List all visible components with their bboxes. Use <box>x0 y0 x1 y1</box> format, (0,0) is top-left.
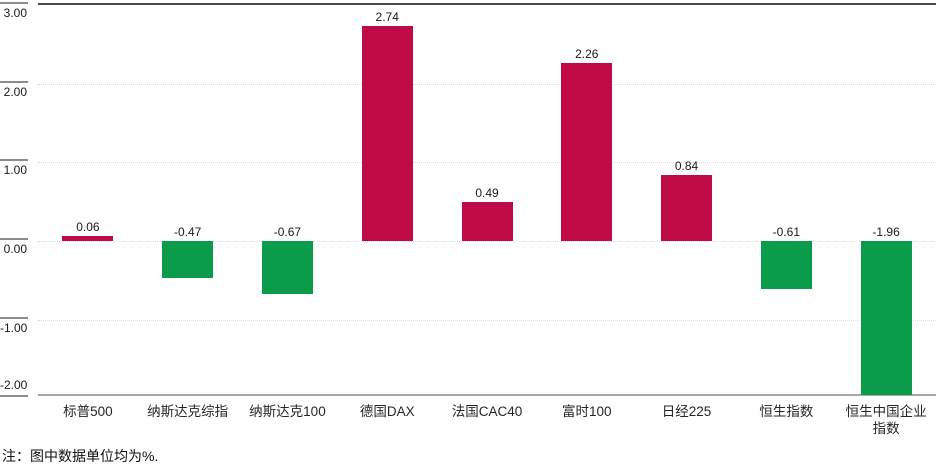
category-label-富时100: 富时100 <box>562 404 612 419</box>
category-label-恒生指数: 恒生指数 <box>759 404 814 419</box>
bar-value-label: 2.26 <box>575 47 599 62</box>
bar-纳斯达克综指 <box>162 241 214 278</box>
y-axis-tick <box>0 238 28 240</box>
bar-value-label: -0.47 <box>173 225 202 239</box>
gridline <box>38 162 936 164</box>
chart-footnote: 注：图中数据单位均为%. <box>2 448 159 464</box>
category-label-德国DAX: 德国DAX <box>359 404 415 419</box>
bar-value-label: -1.96 <box>872 225 900 239</box>
bar-标普500 <box>62 236 114 241</box>
category-label-标普500: 标普500 <box>63 404 113 419</box>
bar-法国CAC40 <box>461 202 513 241</box>
y-axis-tick <box>0 80 28 83</box>
plot-area: 0.06 -0.47 -0.67 2.74 0.49 2.26 0.84 -0.61 -1.96 <box>38 3 936 396</box>
bar-德国DAX <box>361 25 413 241</box>
bar-value-label: 0.84 <box>674 158 699 173</box>
gridline <box>38 241 936 242</box>
bar-value-label: 0.49 <box>475 186 499 201</box>
category-label-法国CAC40: 法国CAC40 <box>451 404 523 419</box>
bar-富时100 <box>561 63 613 241</box>
y-axis-tick <box>0 395 28 398</box>
category-label-纳斯达克100: 纳斯达克100 <box>249 404 326 419</box>
y-axis-tick <box>0 2 28 5</box>
bar-value-label: -0.61 <box>772 225 800 239</box>
bar-日经225 <box>661 174 713 241</box>
category-label-日经225: 日经225 <box>661 404 712 419</box>
gridline <box>38 319 936 321</box>
y-axis-tick-label: -2.00 <box>0 378 28 393</box>
bar-value-label: -0.67 <box>273 225 302 239</box>
bar-value-label: 0.06 <box>76 220 100 235</box>
bar-恒生中国企业指数 <box>860 241 912 396</box>
y-axis-tick-label: 0.00 <box>3 242 27 256</box>
y-axis-tick <box>0 159 28 162</box>
gridline <box>38 83 936 85</box>
bar-value-label: 2.74 <box>375 9 399 24</box>
y-axis-tick-label: -1.00 <box>0 320 28 335</box>
category-label-纳斯达克综指: 纳斯达克综指 <box>147 404 229 419</box>
y-axis-tick-label: 3.00 <box>3 6 27 21</box>
y-axis-tick-label: 1.00 <box>3 163 27 178</box>
y-axis-tick-label: 2.00 <box>3 84 27 99</box>
category-label-恒生中国企业指数: 恒生中国企业指数 <box>845 404 927 436</box>
bar-纳斯达克100 <box>261 241 313 294</box>
y-axis-tick <box>0 316 28 319</box>
bar-恒生指数 <box>760 241 812 289</box>
